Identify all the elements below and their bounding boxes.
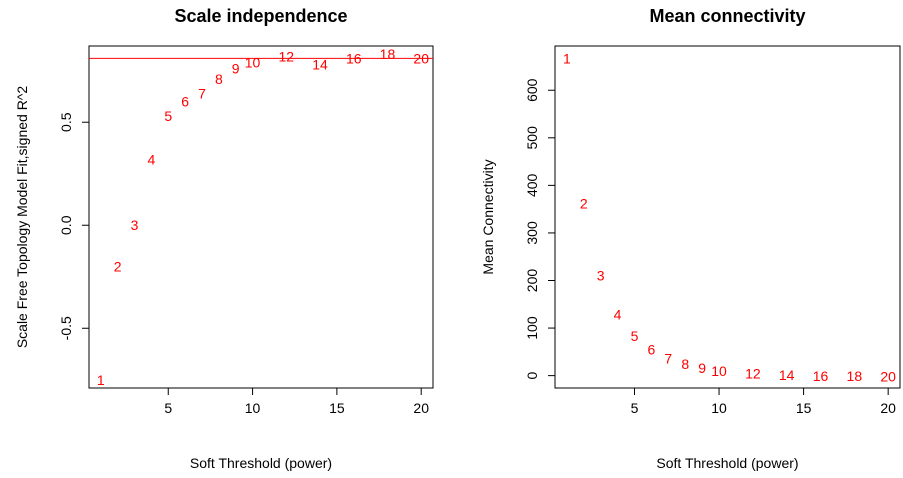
data-point-label: 18 (380, 46, 396, 62)
data-point-label: 3 (131, 217, 139, 233)
data-point-label: 8 (681, 356, 689, 372)
y-tick-label: -0.5 (58, 316, 74, 340)
data-point-label: 12 (279, 48, 295, 64)
x-tick-label: 10 (711, 400, 727, 416)
data-point-label: 1 (563, 50, 571, 66)
data-point-label: 10 (245, 54, 261, 70)
y-tick-label: 500 (524, 126, 540, 150)
x-axis-label: Soft Threshold (power) (656, 455, 798, 471)
data-point-label: 20 (413, 50, 429, 66)
data-point-label: 7 (198, 85, 206, 101)
data-point-label: 9 (698, 360, 706, 376)
data-point-label: 12 (745, 366, 761, 382)
data-point-label: 4 (147, 151, 155, 167)
y-tick-label: 200 (524, 269, 540, 293)
x-tick-label: 20 (880, 400, 896, 416)
plot-frame (88, 45, 434, 389)
data-point-label: 1 (97, 372, 105, 388)
data-point-label: 5 (164, 108, 172, 124)
y-tick-label: 400 (524, 173, 540, 197)
data-point-label: 3 (597, 268, 605, 284)
data-point-label: 9 (232, 61, 240, 77)
data-point-label: 10 (711, 363, 727, 379)
x-tick-label: 10 (245, 400, 261, 416)
data-point-label: 7 (664, 351, 672, 367)
x-tick-label: 15 (329, 400, 345, 416)
x-tick-label: 20 (413, 400, 429, 416)
plot-frame (554, 45, 901, 389)
data-point-label: 8 (215, 71, 223, 87)
x-tick-label: 5 (164, 400, 172, 416)
data-point-label: 2 (114, 258, 122, 274)
x-tick-label: 15 (796, 400, 812, 416)
y-tick-label: 100 (524, 316, 540, 340)
x-axis-label: Soft Threshold (power) (190, 455, 332, 471)
data-point-label: 20 (880, 369, 896, 385)
data-point-label: 18 (847, 368, 863, 384)
y-tick-label: 600 (524, 78, 540, 102)
y-tick-label: 0.5 (58, 112, 74, 132)
y-tick-label: 0 (524, 372, 540, 380)
data-point-label: 2 (580, 195, 588, 211)
y-tick-label: 0.0 (58, 215, 74, 235)
chart-title: Mean connectivity (649, 6, 805, 26)
data-point-label: 4 (614, 306, 622, 322)
data-point-label: 6 (647, 341, 655, 357)
data-point-label: 5 (631, 328, 639, 344)
data-point-label: 16 (813, 368, 829, 384)
data-point-label: 14 (312, 57, 328, 73)
x-tick-label: 5 (631, 400, 639, 416)
data-point-label: 14 (779, 367, 795, 383)
chart-title: Scale independence (174, 6, 347, 26)
data-point-label: 16 (346, 50, 362, 66)
y-axis-label: Mean Connectivity (480, 159, 496, 274)
data-point-label: 6 (181, 94, 189, 110)
y-tick-label: 300 (524, 221, 540, 245)
y-axis-label: Scale Free Topology Model Fit,signed R^2 (14, 86, 30, 349)
